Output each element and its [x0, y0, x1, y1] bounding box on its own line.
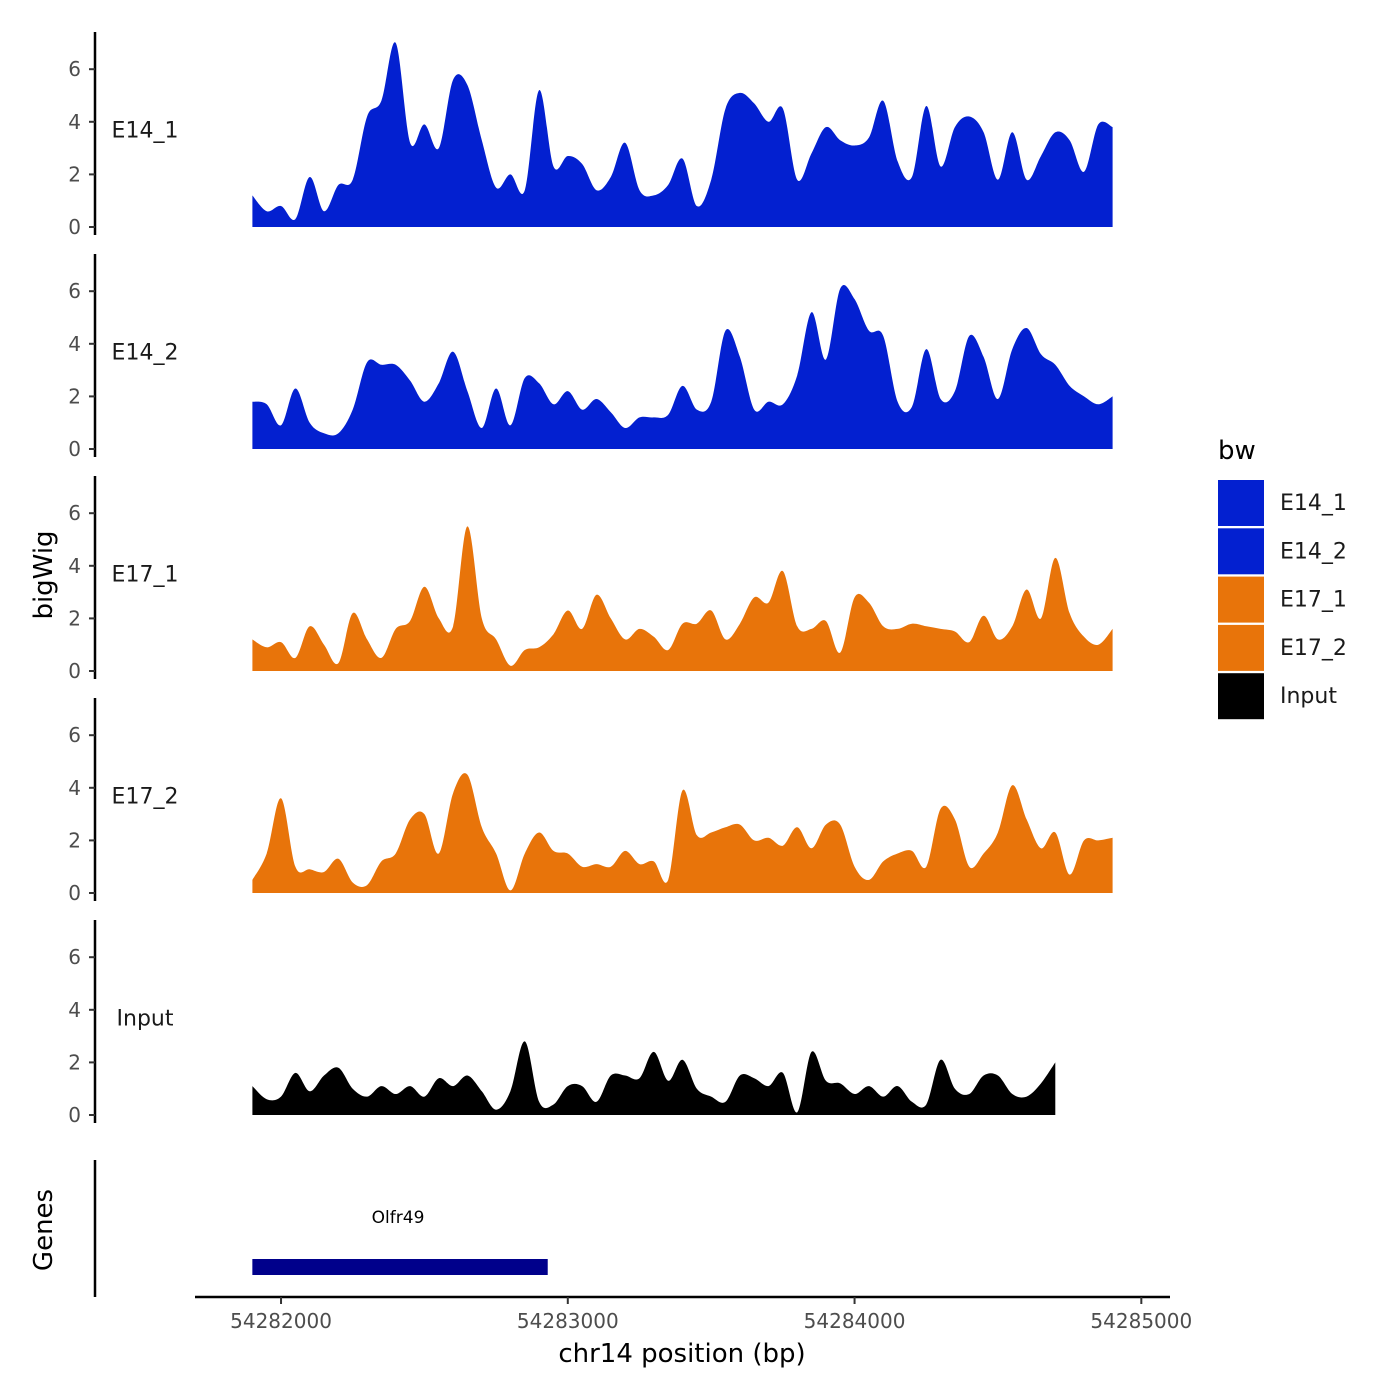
legend-label: E17_1: [1280, 588, 1347, 613]
y-tick-label: 0: [68, 881, 81, 905]
genes-axis-title: Genes: [29, 1189, 59, 1271]
y-tick-label: 6: [68, 723, 81, 747]
y-tick-label: 2: [68, 384, 81, 408]
track-e17_2: 0 2 4 6 E17_2: [68, 698, 1113, 905]
legend-swatch: [1218, 528, 1264, 575]
y-tick-label: 0: [68, 437, 81, 461]
track-panels: 0 2 4 6 E14_1 0 2 4 6 E14_2 0 2 4 6 E17_1 0 2 4 6 E17_2 0 2 4 6…: [68, 32, 1113, 1127]
y-tick-label: 4: [68, 332, 81, 356]
x-tick-label: 54283000: [517, 1309, 619, 1333]
track-label: E17_2: [112, 785, 179, 810]
area-e17_1: [252, 526, 1113, 671]
y-tick-label: 2: [68, 162, 81, 186]
y-tick-label: 6: [68, 279, 81, 303]
track-e14_1: 0 2 4 6 E14_1: [68, 32, 1113, 239]
gene-label: Olfr49: [372, 1208, 425, 1228]
y-tick-label: 2: [68, 606, 81, 630]
y-tick-label: 6: [68, 501, 81, 525]
x-tick-label: 54285000: [1090, 1309, 1192, 1333]
area-e17_2: [252, 773, 1113, 893]
x-tick-label: 54282000: [230, 1309, 332, 1333]
area-e14_2: [252, 284, 1113, 449]
area-e14_1: [252, 42, 1113, 227]
track-e14_2: 0 2 4 6 E14_2: [68, 254, 1113, 461]
legend-swatch: [1218, 480, 1264, 526]
y-tick-label: 4: [68, 554, 81, 578]
legend-title: bw: [1218, 436, 1256, 466]
y-tick-label: 0: [68, 659, 81, 683]
legend-label: E17_2: [1280, 636, 1347, 661]
track-label: E17_1: [112, 563, 179, 588]
track-label: E14_2: [112, 341, 179, 366]
x-axis: 54282000 54283000 54284000 54285000: [195, 1295, 1192, 1333]
y-tick-label: 0: [68, 1103, 81, 1127]
track-e17_1: 0 2 4 6 E17_1: [68, 476, 1113, 683]
legend-swatch: [1218, 673, 1264, 720]
genes-panel: Olfr49: [93, 1160, 548, 1297]
x-tick-label: 54284000: [804, 1309, 906, 1333]
y-axis-title: bigWig: [29, 530, 59, 619]
y-tick-label: 6: [68, 945, 81, 969]
legend-label: E14_2: [1280, 539, 1347, 564]
y-tick-label: 4: [68, 998, 81, 1022]
legend-label: Input: [1280, 684, 1337, 709]
y-tick-label: 2: [68, 828, 81, 852]
y-tick-label: 6: [68, 57, 81, 81]
gene-olfr49: [252, 1259, 548, 1275]
track-label: E14_1: [112, 119, 179, 144]
x-axis-title: chr14 position (bp): [558, 1339, 805, 1369]
legend-swatch: [1218, 576, 1264, 623]
track-label: Input: [117, 1007, 174, 1032]
legend-label: E14_1: [1280, 491, 1347, 516]
y-tick-label: 0: [68, 215, 81, 239]
legend-swatch: [1218, 624, 1264, 671]
track-input: 0 2 4 6 Input: [68, 920, 1056, 1127]
legend: bw E14_1 E14_2 E17_1 E17_2 Input: [1218, 436, 1347, 720]
y-tick-label: 4: [68, 110, 81, 134]
area-input: [252, 1041, 1056, 1115]
y-tick-label: 2: [68, 1050, 81, 1074]
y-tick-label: 4: [68, 776, 81, 800]
